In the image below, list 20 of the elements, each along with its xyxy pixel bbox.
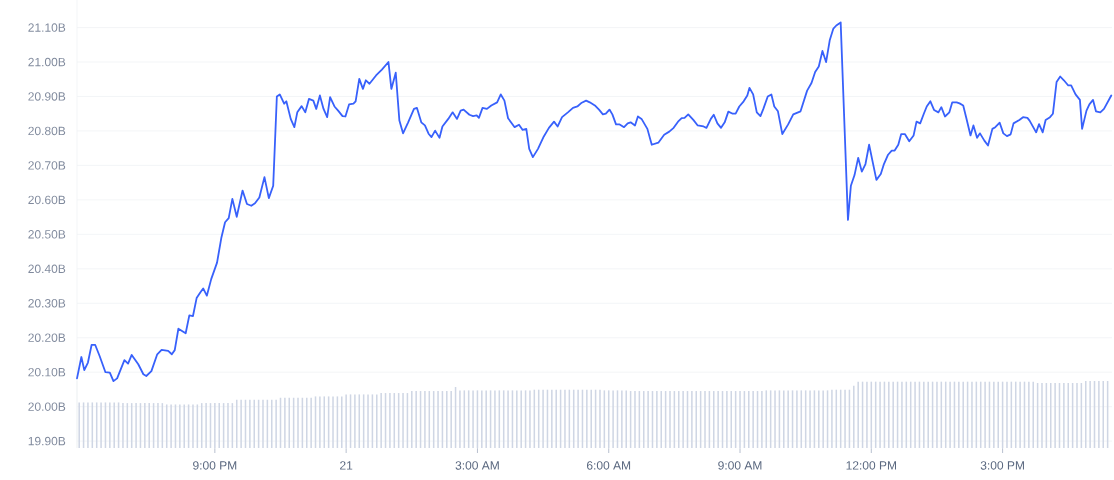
y-tick-label: 21.00B <box>28 57 66 67</box>
x-tick-label: 21 <box>340 461 353 470</box>
x-tick-label: 12:00 PM <box>846 461 896 470</box>
y-tick-label: 20.30B <box>28 299 66 308</box>
y-tick-label: 20.60B <box>28 195 66 205</box>
y-tick-label: 20.20B <box>28 333 66 342</box>
y-tick-label: 20.40B <box>28 264 66 274</box>
y-tick-label: 20.10B <box>28 367 66 377</box>
y-tick-label: 20.90B <box>28 92 66 101</box>
x-tick-label: 3:00 AM <box>455 461 499 470</box>
y-tick-label: 21.10B <box>28 23 66 32</box>
x-tick-label: 9:00 AM <box>718 461 762 470</box>
x-tick-label: 3:00 PM <box>980 461 1024 470</box>
y-tick-label: 19.90B <box>28 436 66 446</box>
y-tick-label: 20.80B <box>28 126 66 136</box>
y-tick-label: 20.70B <box>28 161 66 170</box>
x-tick-label: 9:00 PM <box>193 461 237 470</box>
y-tick-label: 20.50B <box>28 230 66 239</box>
x-tick-label: 6:00 AM <box>586 461 631 470</box>
y-tick-label: 20.00B <box>28 402 66 411</box>
